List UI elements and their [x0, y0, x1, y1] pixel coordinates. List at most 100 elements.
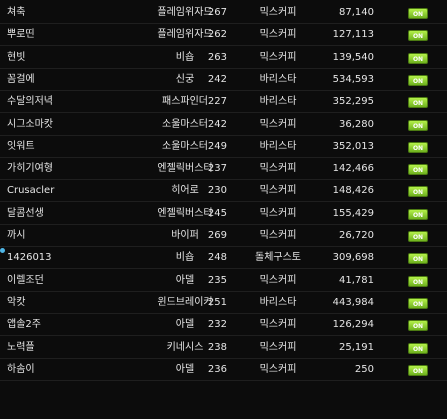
- character-world: 믹스커피: [259, 118, 297, 130]
- on-toggle-button[interactable]: ON: [408, 74, 428, 86]
- character-score: 26,720: [339, 230, 374, 241]
- character-score: 139,540: [332, 51, 374, 63]
- character-score: 87,140: [339, 7, 374, 18]
- character-level: 242: [207, 118, 227, 130]
- on-toggle-button[interactable]: ON: [408, 253, 428, 265]
- character-job: 아델: [175, 363, 195, 375]
- character-world: 믹스커피: [259, 207, 297, 219]
- character-world: 바리스타: [259, 96, 297, 108]
- character-job: 엔젤릭버스터: [157, 163, 213, 175]
- on-toggle-button[interactable]: ON: [408, 231, 428, 242]
- character-score: 36,280: [339, 118, 374, 130]
- character-name: 쳐축: [7, 7, 26, 18]
- character-name: 가히기여형: [7, 163, 53, 175]
- on-toggle-button[interactable]: ON: [408, 275, 428, 287]
- character-world: 믹스커피: [259, 7, 297, 18]
- character-level: 267: [207, 7, 227, 18]
- table-row: 쳐축 플레임위자드 267 믹스커피 87,140 ON: [0, 3, 447, 24]
- table-row: 1426013 비숍 248 돌체구스토 309,698 ON: [0, 248, 447, 270]
- character-name: 악캇: [7, 296, 26, 308]
- table-row: 악캇 윈드브레이커 251 바리스타 443,984 ON: [0, 293, 447, 314]
- character-name: 노력플: [7, 341, 35, 353]
- character-score: 250: [354, 363, 374, 375]
- character-world: 믹스커피: [259, 319, 297, 331]
- character-name: 1426013: [7, 252, 52, 264]
- character-name: 시그소마캇: [7, 118, 53, 130]
- on-toggle-button[interactable]: ON: [408, 208, 428, 220]
- character-level: 236: [207, 363, 227, 375]
- character-level: 269: [207, 230, 227, 241]
- character-score: 309,698: [332, 252, 374, 264]
- character-job: 아델: [175, 319, 195, 331]
- character-level: 238: [207, 341, 227, 353]
- character-job: 소울마스터: [162, 140, 208, 152]
- on-toggle-button[interactable]: ON: [408, 297, 428, 309]
- on-toggle-button[interactable]: ON: [408, 164, 428, 176]
- character-world: 바리스타: [259, 140, 297, 152]
- character-name: 까시: [7, 230, 26, 241]
- on-toggle-button[interactable]: ON: [408, 141, 428, 153]
- character-name: 달콤선생: [7, 207, 44, 219]
- table-row: 하솜이 아델 236 믹스커피 250 ON: [0, 360, 447, 381]
- table-row: 가히기여형 엔젤릭버스터 237 믹스커피 142,466 ON: [0, 159, 447, 181]
- on-toggle-button[interactable]: ON: [408, 52, 428, 64]
- character-job: 플레임위자드: [157, 29, 213, 41]
- table-row: 달콤선생 엔젤릭버스터 245 믹스커피 155,429 ON: [0, 204, 447, 225]
- character-world: 믹스커피: [259, 363, 297, 375]
- character-score: 126,294: [332, 319, 374, 331]
- character-name: 잇워트: [7, 140, 35, 152]
- character-level: 242: [207, 73, 227, 85]
- on-toggle-button[interactable]: ON: [408, 364, 428, 376]
- character-score: 443,984: [332, 296, 374, 308]
- character-score: 41,781: [339, 274, 374, 286]
- character-name: 하솜이: [7, 363, 35, 375]
- character-name: 뿌로띤: [7, 29, 35, 41]
- character-level: 230: [207, 185, 227, 197]
- character-job: 윈드브레이커: [157, 296, 213, 308]
- character-level: 235: [207, 274, 227, 286]
- character-job: 히어로: [171, 185, 199, 197]
- character-world: 믹스커피: [259, 274, 297, 286]
- character-world: 믹스커피: [259, 163, 297, 175]
- character-world: 바리스타: [259, 73, 297, 85]
- character-world: 믹스커피: [259, 185, 297, 197]
- character-world: 믹스커피: [259, 51, 297, 63]
- table-row: 앱솔2주 아델 232 믹스커피 126,294 ON: [0, 315, 447, 337]
- table-row: 시그소마캇 소울마스터 242 믹스커피 36,280 ON: [0, 115, 447, 136]
- table-row: 뿌로띤 플레임위자드 262 믹스커피 127,113 ON: [0, 25, 447, 47]
- on-toggle-button[interactable]: ON: [408, 30, 428, 42]
- character-job: 키네시스: [166, 341, 204, 353]
- on-toggle-button[interactable]: ON: [408, 186, 428, 198]
- table-row: 노력플 키네시스 238 믹스커피 25,191 ON: [0, 338, 447, 359]
- character-job: 소울마스터: [162, 118, 208, 130]
- character-name: 이렐조던: [7, 274, 44, 286]
- character-job: 바이퍼: [171, 230, 199, 241]
- character-name: Crusacler: [7, 185, 55, 197]
- character-score: 352,295: [332, 96, 374, 108]
- row-marker-icon: [0, 248, 5, 254]
- on-toggle-button[interactable]: ON: [408, 8, 428, 19]
- character-level: 262: [207, 29, 227, 41]
- character-job: 엔젤릭버스터: [157, 207, 213, 219]
- character-level: 245: [207, 207, 227, 219]
- character-score: 155,429: [332, 207, 374, 219]
- character-world: 믹스커피: [259, 341, 297, 353]
- on-toggle-button[interactable]: ON: [408, 119, 428, 131]
- on-toggle-button[interactable]: ON: [408, 342, 428, 354]
- character-name: 꼼걸에: [7, 73, 35, 85]
- character-level: 232: [207, 319, 227, 331]
- character-level: 249: [207, 140, 227, 152]
- on-toggle-button[interactable]: ON: [408, 97, 428, 109]
- character-job: 신궁: [175, 73, 195, 85]
- character-name: 앱솔2주: [7, 319, 41, 331]
- character-score: 352,013: [332, 140, 374, 152]
- character-score: 127,113: [332, 29, 374, 41]
- table-row: 꼼걸에 신궁 242 바리스타 534,593 ON: [0, 70, 447, 91]
- character-name: 현빗: [7, 51, 26, 63]
- character-score: 534,593: [332, 73, 374, 85]
- on-toggle-button[interactable]: ON: [408, 320, 428, 332]
- character-level: 248: [207, 252, 227, 264]
- character-level: 263: [207, 51, 227, 63]
- character-world: 바리스타: [259, 296, 297, 308]
